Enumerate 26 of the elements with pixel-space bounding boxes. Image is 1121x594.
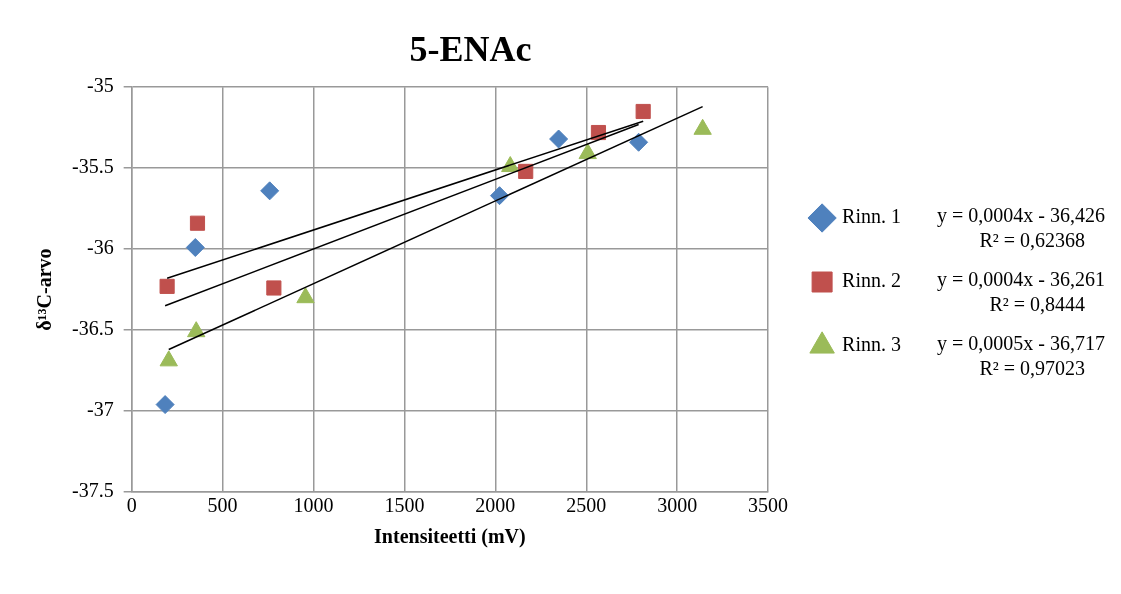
y-axis-title: δ¹³C-arvo	[33, 248, 56, 331]
x-tick-label: 2000	[475, 494, 516, 517]
x-tick-label: 3000	[657, 494, 698, 517]
y-tick-label: -35	[86, 74, 114, 97]
chart-title: 5-ENAc	[409, 28, 532, 69]
text: R² = 0,62368	[979, 229, 1085, 252]
y-tick-label: -35.5	[71, 155, 114, 178]
legend-label: Rinn. 2	[842, 269, 902, 292]
x-tick-label: 1000	[293, 494, 334, 517]
legend-label: Rinn. 1	[842, 205, 902, 228]
x-tick-label: 500	[207, 494, 238, 517]
x-tick-label: 2500	[566, 494, 607, 517]
x-tick-label: 0	[126, 494, 137, 517]
text: R² = 0,8444	[989, 293, 1085, 316]
y-tick-label: -36	[86, 236, 114, 259]
text: y = 0,0004x - 36,426	[937, 204, 1105, 228]
y-tick-label: -36.5	[71, 317, 114, 340]
x-tick-label: 3500	[748, 494, 789, 517]
x-axis-title: Intensiteetti (mV)	[374, 525, 526, 549]
legend-label: Rinn. 3	[842, 333, 902, 356]
text: R² = 0,97023	[979, 357, 1085, 380]
y-tick-label: -37.5	[71, 479, 114, 502]
text: y = 0,0004x - 36,261	[937, 268, 1105, 292]
y-tick-label: -37	[86, 398, 114, 421]
text: y = 0,0005x - 36,717	[937, 332, 1105, 356]
x-tick-label: 1500	[384, 494, 425, 517]
